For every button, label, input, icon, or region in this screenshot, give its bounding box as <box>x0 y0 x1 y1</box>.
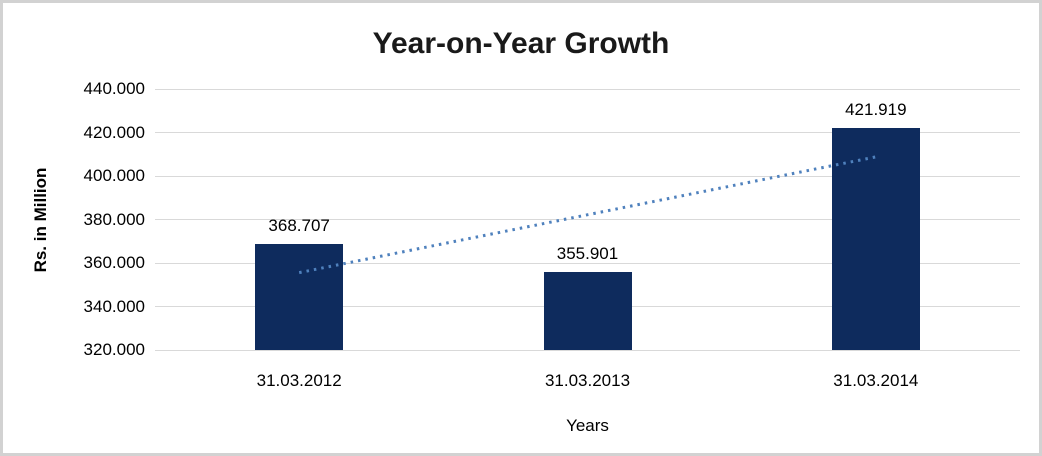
y-tick-label: 320.000 <box>83 340 145 359</box>
x-tick-label: 31.03.2013 <box>544 371 631 390</box>
bar-value-label: 368.707 <box>268 216 330 236</box>
trendline <box>298 155 877 275</box>
plot-area <box>155 88 1020 351</box>
y-tick-label: 420.000 <box>83 122 145 142</box>
gridline <box>155 88 1020 90</box>
x-tick-label: 31.03.2014 <box>833 371 919 390</box>
gridline <box>155 132 1020 133</box>
bar-31.03.2012 <box>255 244 344 350</box>
gridline <box>155 175 1020 177</box>
y-tick-label: 340.000 <box>83 296 145 316</box>
bar-value-label: 421.919 <box>845 100 907 120</box>
x-tick-label: 31.03.2012 <box>256 371 342 390</box>
y-tick-label: 360.000 <box>83 253 145 272</box>
gridline <box>155 262 1020 264</box>
chart-title: Year-on-Year Growth <box>372 27 670 60</box>
gridline <box>155 349 1020 351</box>
bar-31.03.2014 <box>831 128 920 350</box>
bar-31.03.2013 <box>543 271 632 350</box>
y-tick-label: 380.000 <box>83 209 145 229</box>
y-tick-label: 400.000 <box>83 166 145 185</box>
bar-value-label: 355.901 <box>556 243 619 263</box>
y-tick-label: 440.000 <box>83 79 145 98</box>
gridline <box>155 219 1020 220</box>
x-axis-title: Years <box>566 416 609 435</box>
